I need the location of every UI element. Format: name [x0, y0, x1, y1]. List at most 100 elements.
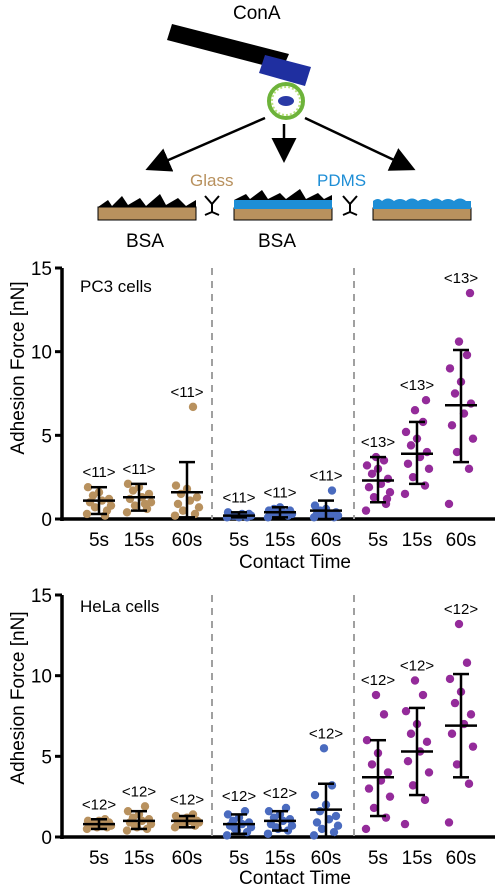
data-point — [83, 483, 93, 492]
connector-2 — [342, 195, 358, 216]
data-point — [263, 829, 273, 838]
data-point — [125, 494, 135, 504]
data-point — [333, 821, 343, 830]
data-point — [454, 619, 464, 629]
data-point — [410, 676, 420, 685]
data-point — [106, 501, 116, 510]
n-label: <11> — [82, 464, 115, 481]
data-point — [408, 472, 418, 482]
data-point — [123, 479, 133, 489]
data-point — [312, 818, 322, 827]
connector-1 — [204, 195, 220, 216]
y-tick-label: 5 — [41, 426, 52, 447]
x-tick-label: 5s — [89, 848, 109, 869]
data-point — [104, 494, 114, 504]
x-tick-label: 15s — [265, 530, 296, 551]
data-point — [327, 486, 337, 495]
y-tick-label: 15 — [31, 259, 52, 280]
data-point — [192, 493, 202, 502]
n-label: <11> — [122, 461, 155, 478]
data-point — [329, 827, 339, 837]
data-point — [452, 760, 462, 769]
data-point — [173, 499, 183, 509]
x-tick-label: 60s — [172, 848, 203, 869]
data-point — [264, 806, 274, 816]
x-tick-label: 5s — [89, 530, 109, 551]
pdms-label: PDMS — [317, 171, 366, 190]
data-point — [309, 831, 319, 840]
data-point — [140, 802, 150, 811]
data-point — [310, 501, 320, 510]
n-label: <12> — [82, 796, 116, 813]
data-point — [401, 706, 411, 716]
data-point — [420, 795, 430, 805]
data-point — [379, 710, 389, 719]
chart-panel-pc3: Adhesion Force [nN] PC3 cells Contact Ti… — [8, 259, 495, 573]
data-point — [285, 815, 295, 824]
data-point — [447, 729, 457, 738]
data-point — [444, 818, 454, 827]
y-tick-label: 15 — [31, 586, 52, 607]
data-point — [188, 402, 198, 412]
data-point — [383, 474, 393, 484]
data-point — [385, 792, 395, 801]
data-point — [410, 406, 420, 415]
data-point — [454, 337, 464, 346]
y-tick-label: 10 — [31, 343, 52, 364]
y-tick-label: 0 — [41, 828, 52, 849]
substrate-glass-bsa — [97, 194, 197, 221]
n-label: <12> — [309, 725, 343, 742]
data-point — [468, 742, 478, 751]
n-label: <12> — [122, 783, 156, 800]
data-point — [445, 674, 455, 684]
data-point — [381, 813, 391, 822]
glass-label: Glass — [190, 171, 233, 190]
bsa-label-2: BSA — [258, 231, 296, 252]
x-tick-label: 15s — [402, 530, 433, 551]
n-label: <12> — [444, 601, 478, 618]
data-point — [331, 508, 341, 517]
x-tick-label: 5s — [368, 530, 388, 551]
data-point — [171, 481, 181, 490]
data-point — [422, 737, 432, 747]
n-label: <12> — [222, 788, 256, 805]
data-point — [364, 483, 374, 492]
n-label: <11> — [222, 489, 255, 506]
data-point — [361, 824, 371, 834]
data-point — [367, 760, 377, 769]
data-point — [188, 810, 198, 819]
data-point — [403, 756, 413, 766]
x-tick-label: 60s — [311, 848, 342, 869]
data-point — [140, 499, 150, 509]
x-tick-label: 60s — [172, 530, 203, 551]
substrate-pdms — [372, 198, 472, 221]
cantilever-beam — [167, 24, 289, 70]
data-point — [444, 499, 454, 509]
data-point — [319, 744, 329, 753]
x-tick-label: 15s — [124, 530, 155, 551]
x-tick-label: 60s — [311, 530, 342, 551]
data-point — [406, 441, 416, 450]
data-point — [364, 784, 374, 793]
data-point — [367, 469, 377, 479]
x-tick-label: 5s — [229, 530, 249, 551]
data-point — [452, 447, 462, 457]
data-point — [400, 819, 410, 829]
data-point — [445, 364, 455, 373]
data-point — [144, 815, 154, 824]
data-point — [123, 806, 133, 816]
x-tick-label: 15s — [265, 848, 296, 869]
x-tick-label: 60s — [446, 530, 477, 551]
substrate-pdms-bsa — [233, 189, 333, 221]
data-point — [310, 790, 320, 800]
data-point — [369, 803, 379, 813]
data-point — [450, 389, 460, 398]
x-tick-label: 5s — [229, 848, 249, 869]
n-label: <12> — [170, 791, 204, 808]
data-point — [244, 818, 254, 827]
data-point — [418, 690, 428, 700]
bsa-label-1: BSA — [126, 231, 164, 252]
n-label: <11> — [170, 384, 203, 401]
data-point — [462, 658, 472, 667]
